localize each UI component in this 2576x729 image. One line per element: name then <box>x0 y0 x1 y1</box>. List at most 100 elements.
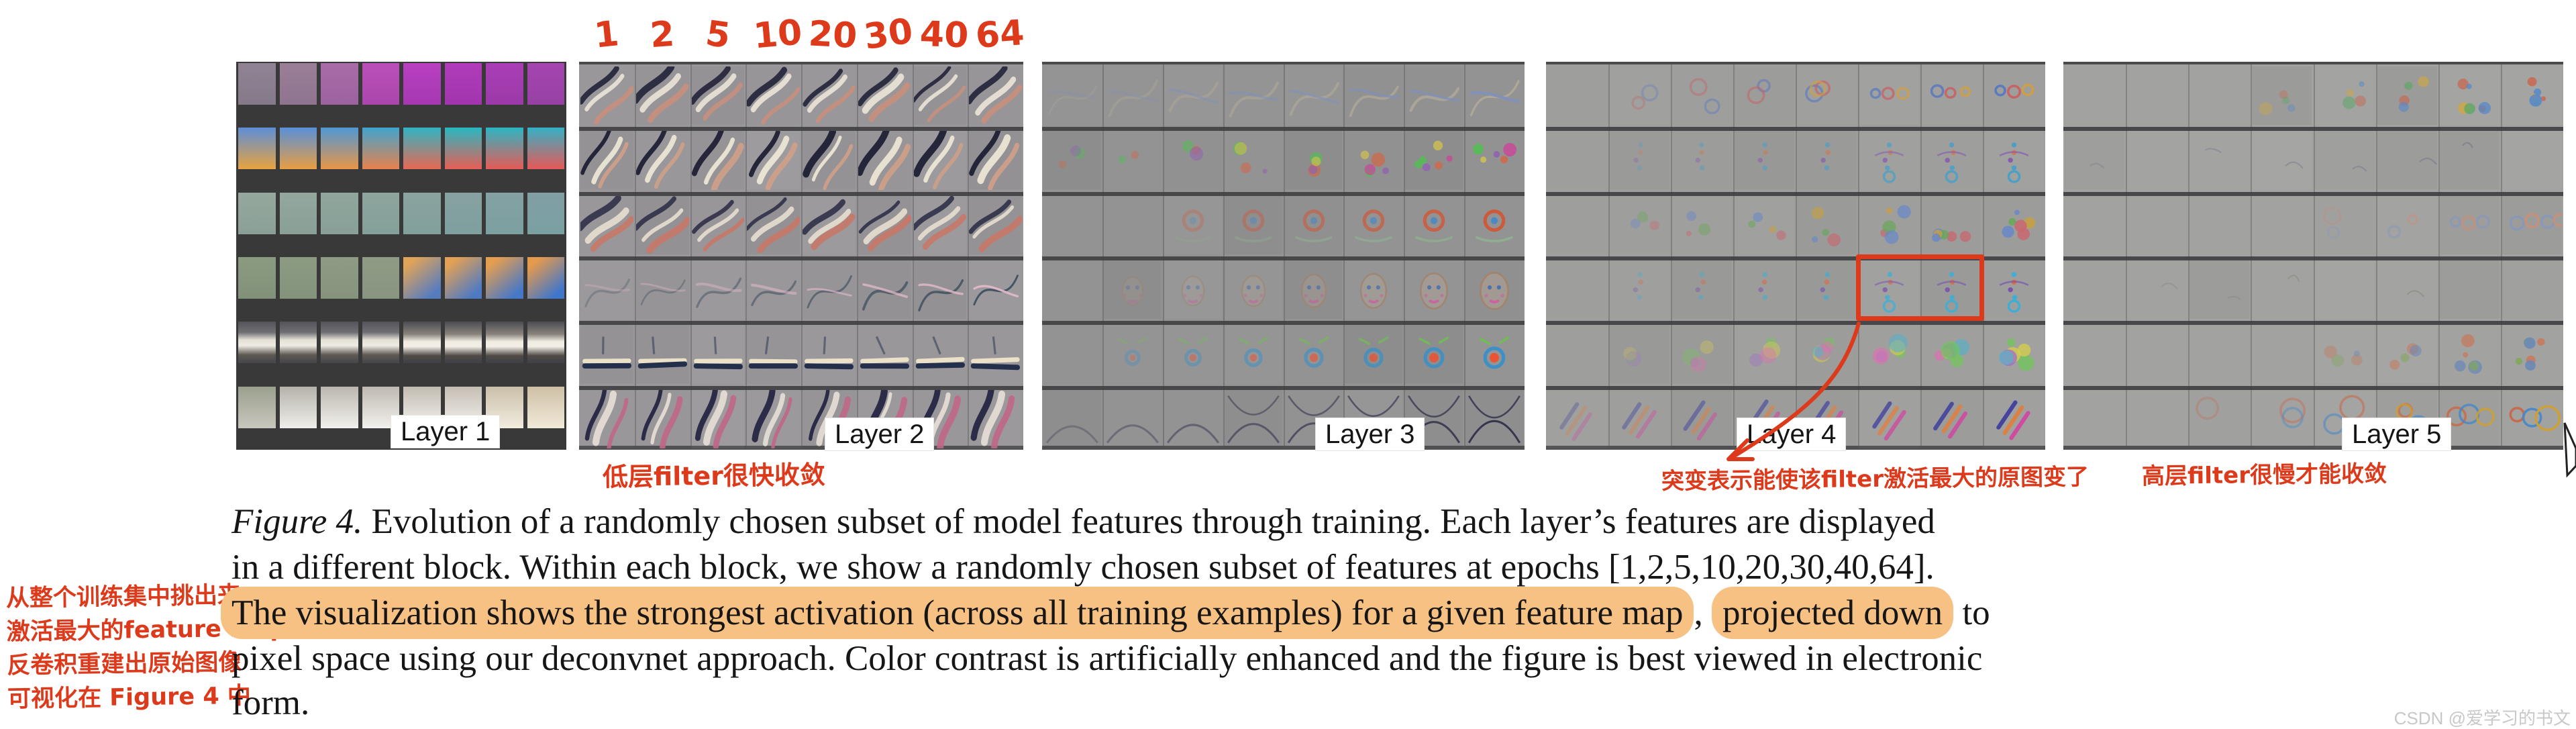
feature-tile <box>1797 260 1857 319</box>
feature-tile <box>362 128 399 170</box>
feature-tile <box>362 257 399 299</box>
feature-tile <box>2315 196 2375 254</box>
column-separator <box>1343 64 1345 446</box>
feature-tile <box>2315 260 2375 319</box>
feature-tile <box>1610 66 1669 125</box>
feature-tile <box>403 128 441 170</box>
feature-tile <box>238 322 276 364</box>
row-separator <box>2063 127 2563 132</box>
feature-tile <box>747 325 800 383</box>
column-separator <box>634 64 636 446</box>
feature-tile <box>969 325 1022 383</box>
highlighted-text: The visualization shows the strongest ac… <box>221 587 1694 639</box>
feature-tile <box>2377 325 2437 383</box>
feature-tile <box>486 257 523 299</box>
caption-text: Evolution of a randomly chosen subset of… <box>362 502 1935 541</box>
feature-tile <box>486 128 523 170</box>
feature-tile <box>2065 260 2124 319</box>
feature-tile <box>1043 390 1101 448</box>
feature-tile <box>321 257 358 299</box>
row-separator <box>2063 385 2563 390</box>
feature-tile <box>1104 131 1162 189</box>
feature-tile <box>1285 66 1343 125</box>
row-separator <box>1042 127 1525 132</box>
feature-tile <box>1405 260 1463 319</box>
feature-tile <box>636 388 689 450</box>
feature-tile <box>527 386 564 428</box>
feature-tile <box>632 63 689 125</box>
feature-tile <box>2315 325 2375 383</box>
feature-tile <box>1735 196 1794 254</box>
feature-tile <box>1164 196 1222 254</box>
feature-tile <box>238 386 276 428</box>
epoch-tick: 2 <box>648 13 676 56</box>
feature-tile <box>691 387 745 449</box>
feature-tile <box>1043 131 1101 189</box>
column-separator <box>2375 64 2377 446</box>
feature-tile <box>1405 131 1463 189</box>
watermark: CSDN @爱学习的书文 <box>2393 708 2571 728</box>
feature-tile <box>969 385 1022 450</box>
feature-tile <box>486 322 523 364</box>
row-separator <box>579 321 1023 326</box>
layer3-grid: Layer 3 <box>1042 62 1525 451</box>
feature-tile <box>279 128 317 170</box>
row-separator <box>1042 321 1525 326</box>
feature-tile <box>803 260 856 319</box>
caption-line-5: form. <box>231 683 310 722</box>
feature-tile <box>2315 131 2375 189</box>
feature-tile <box>1922 196 1981 254</box>
feature-tile <box>636 260 689 319</box>
row-separator <box>1042 256 1525 260</box>
column-separator <box>1102 64 1104 446</box>
feature-tile <box>238 128 276 170</box>
feature-tile <box>856 126 911 193</box>
feature-tile <box>633 195 691 254</box>
feature-tile <box>527 257 564 299</box>
feature-tile <box>966 64 1023 125</box>
feature-tile <box>1225 131 1282 189</box>
feature-tile <box>1797 131 1857 189</box>
column-separator <box>1671 64 1672 446</box>
column-separator <box>2313 64 2315 446</box>
feature-tile <box>2127 260 2187 319</box>
caption-line-2: in a different block. Within each block,… <box>231 548 1935 587</box>
row-separator <box>2063 321 2563 326</box>
feature-tile <box>1672 260 1732 319</box>
feature-tile <box>2377 196 2437 254</box>
feature-tile <box>747 387 800 449</box>
feature-tile <box>444 192 482 234</box>
feature-tile <box>1672 66 1732 125</box>
caption-text: , <box>1694 593 1712 632</box>
feature-tile <box>444 322 482 364</box>
feature-tile <box>1859 260 1919 319</box>
feature-tile <box>2440 66 2500 125</box>
feature-tile <box>1984 390 2044 448</box>
feature-tile <box>1859 66 1919 125</box>
feature-tile <box>1164 260 1222 319</box>
column-separator <box>2126 64 2128 446</box>
column-separator <box>2500 64 2502 446</box>
feature-tile <box>914 325 967 383</box>
feature-tile <box>2440 260 2500 319</box>
feature-tile <box>1225 196 1282 254</box>
feature-tile <box>279 322 317 364</box>
column-separator <box>2188 64 2190 446</box>
feature-tile <box>911 195 967 254</box>
feature-tile <box>1672 131 1732 189</box>
row-separator <box>579 385 1023 390</box>
feature-tile <box>968 196 1023 254</box>
feature-tile <box>1735 260 1794 319</box>
feature-tile <box>1225 66 1282 125</box>
feature-tile <box>1610 390 1669 448</box>
feature-tile <box>1610 325 1669 383</box>
column-separator <box>856 64 858 446</box>
feature-tile <box>1345 66 1402 125</box>
note-layer2: 低层filter很快收敛 <box>602 460 826 492</box>
feature-tile <box>1922 66 1981 125</box>
feature-tile <box>578 65 635 125</box>
feature-tile <box>2502 390 2562 448</box>
feature-tile <box>803 325 856 383</box>
column-separator <box>801 64 803 446</box>
column-separator <box>1608 64 1610 446</box>
